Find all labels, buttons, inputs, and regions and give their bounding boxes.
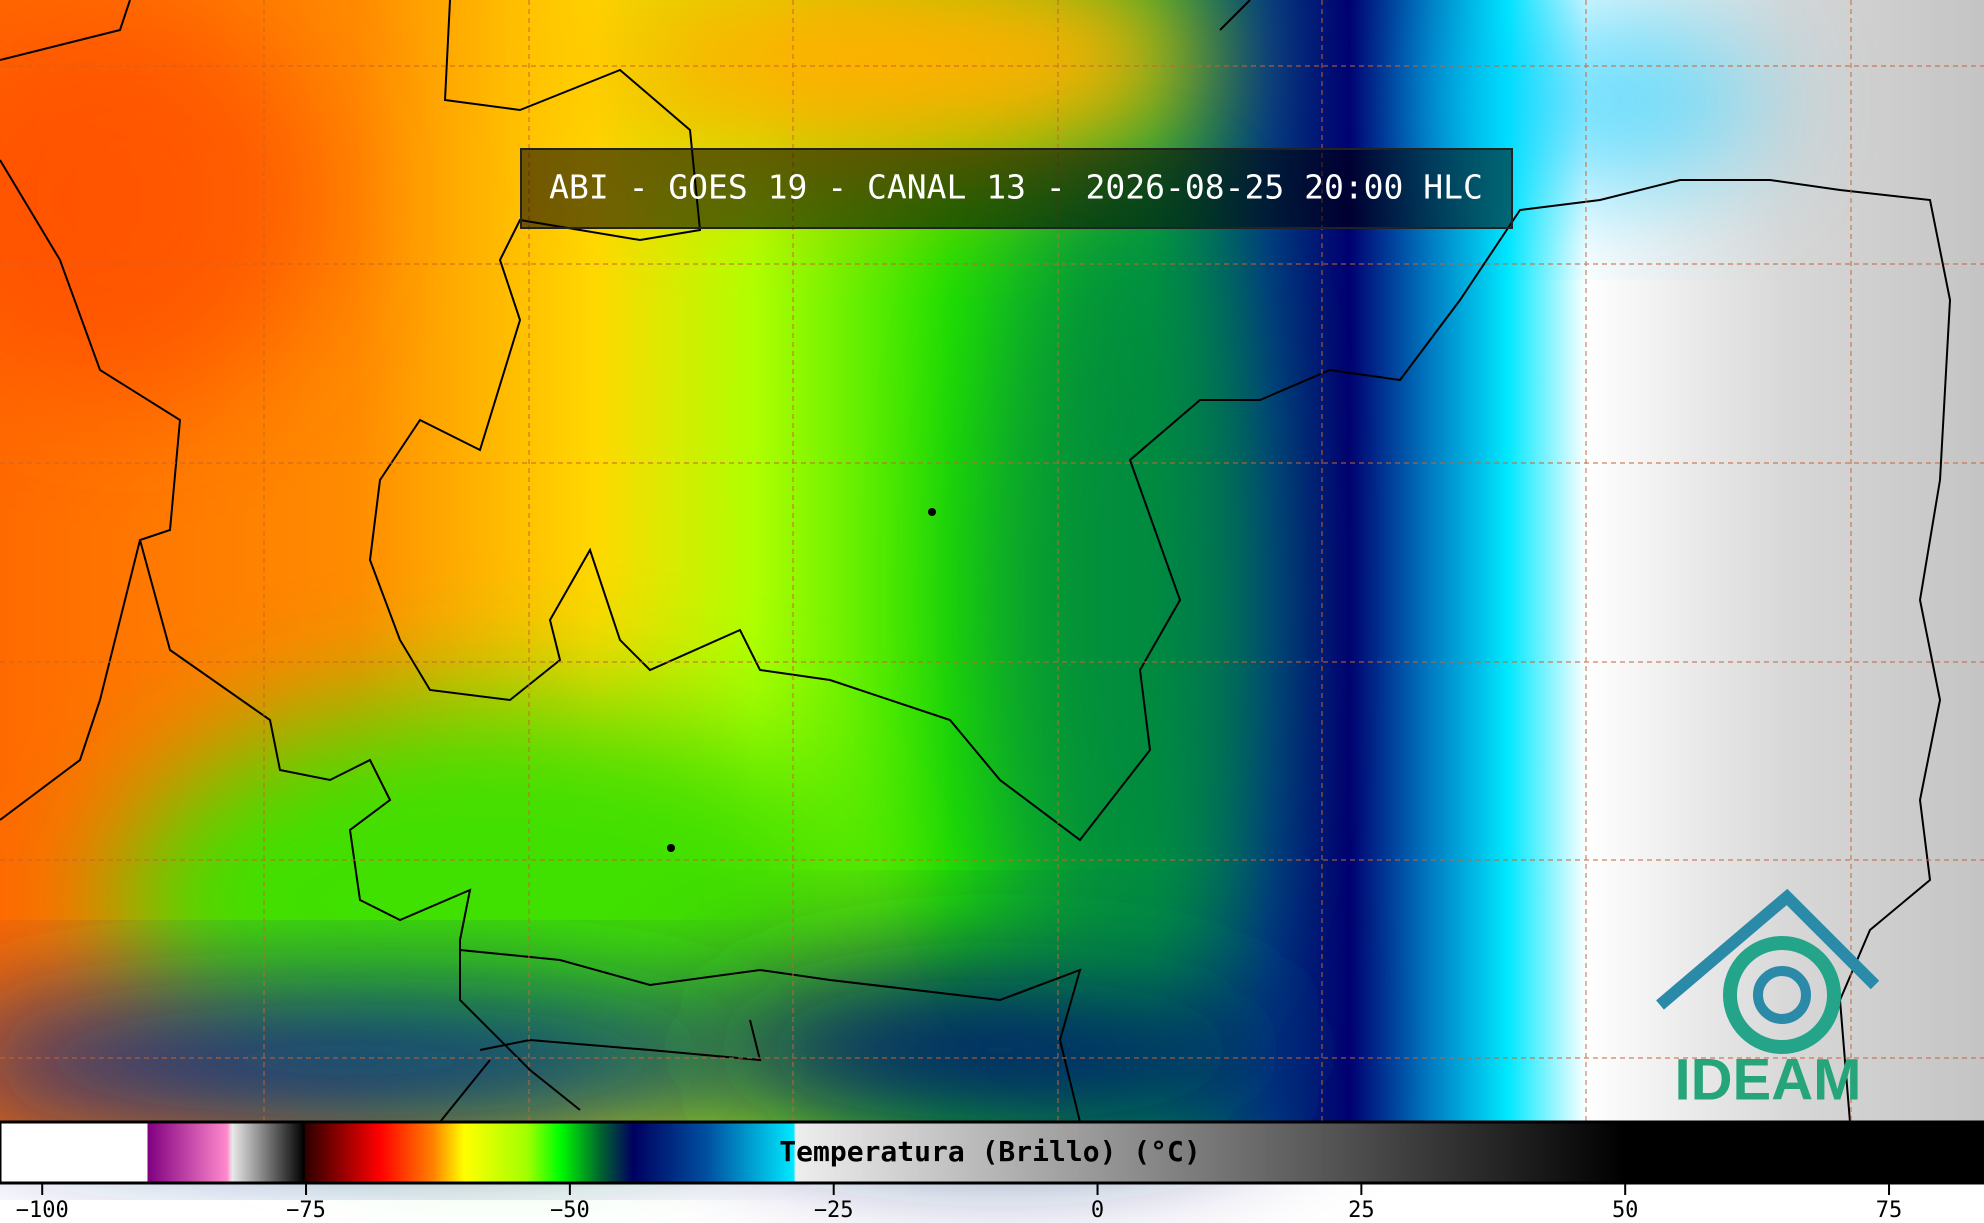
tick-label: −50	[550, 1198, 590, 1223]
logo: IDEAM	[1656, 888, 1880, 1112]
tick-label: −100	[16, 1198, 69, 1223]
colorbar-fill	[0, 1120, 1984, 1185]
borders	[0, 0, 1952, 1123]
colorbar-label: Temperatura (Brillo) (°C)	[779, 1135, 1200, 1168]
title: ABI - GOES 19 - CANAL 13 - 2026-08-25 20…	[549, 168, 1483, 207]
tick-label: −25	[814, 1198, 854, 1223]
colorbar: Temperatura (Brillo) (°C) −100 −75 −50 −25 0…	[0, 1120, 1984, 1223]
city-point	[928, 508, 936, 516]
tick-label: 75	[1876, 1198, 1903, 1223]
tick-label: 25	[1348, 1198, 1375, 1223]
tick-label: 50	[1612, 1198, 1639, 1223]
tick-label: 0	[1091, 1198, 1104, 1223]
graticule	[0, 0, 1984, 1122]
logo-text: IDEAM	[1675, 1047, 1862, 1112]
title-box: ABI - GOES 19 - CANAL 13 - 2026-08-25 20…	[520, 148, 1513, 229]
city-point	[667, 844, 675, 852]
tick-label: −75	[286, 1198, 326, 1223]
